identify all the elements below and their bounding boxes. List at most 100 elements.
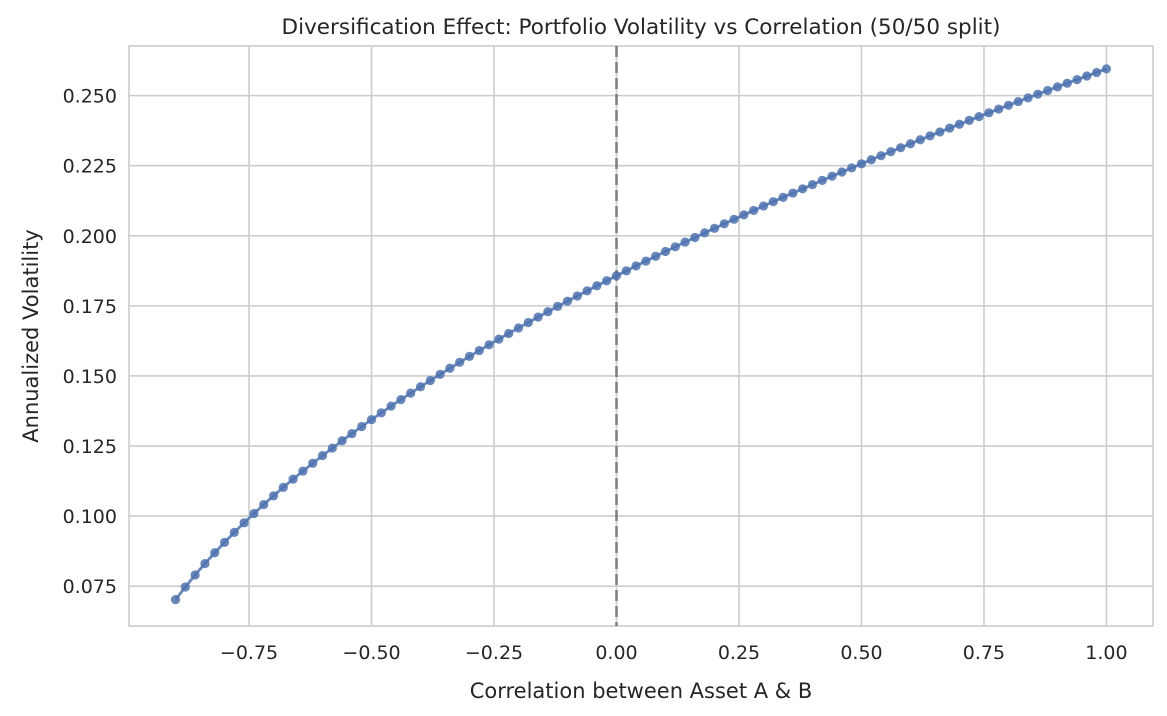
- data-point: [327, 443, 337, 453]
- x-tick-label: 1.00: [1085, 642, 1127, 664]
- grid: [129, 46, 1153, 626]
- data-point: [543, 307, 553, 317]
- y-axis-label: Annualized Volatility: [19, 229, 43, 442]
- data-point: [337, 436, 347, 446]
- data-point: [357, 421, 367, 432]
- data-point: [200, 558, 210, 569]
- data-point: [415, 382, 426, 392]
- data-point: [954, 119, 965, 129]
- data-point: [670, 242, 680, 252]
- data-point: [817, 175, 827, 185]
- data-point: [856, 159, 867, 169]
- data-point: [945, 123, 955, 133]
- data-point: [807, 179, 818, 190]
- data-point: [553, 301, 563, 312]
- data-point: [376, 408, 386, 418]
- data-point: [827, 171, 837, 181]
- data-point: [239, 518, 249, 528]
- data-point: [1013, 96, 1023, 107]
- data-point: [837, 167, 847, 177]
- data-point: [778, 192, 788, 202]
- y-tick-label: 0.100: [63, 506, 117, 528]
- data-point: [1062, 78, 1072, 88]
- y-tick-label: 0.075: [63, 576, 117, 598]
- data-point: [602, 276, 612, 286]
- data-point: [729, 214, 739, 224]
- x-tick-label: −0.75: [220, 642, 278, 664]
- data-point: [268, 491, 279, 501]
- data-point: [504, 328, 514, 339]
- x-tick-label: 0.25: [718, 642, 760, 664]
- data-point: [680, 237, 690, 247]
- data-point: [798, 184, 808, 194]
- data-point: [425, 375, 435, 386]
- data-point: [768, 197, 778, 207]
- y-tick-label: 0.200: [63, 226, 117, 248]
- data-point: [1082, 71, 1092, 81]
- x-axis-label: Correlation between Asset A & B: [470, 679, 813, 703]
- x-tick-label: 0.00: [595, 642, 637, 664]
- data-point: [1003, 100, 1014, 110]
- plot-area-frame: [128, 45, 1154, 627]
- data-point: [709, 223, 720, 233]
- data-point: [915, 135, 925, 145]
- data-point: [582, 286, 592, 296]
- data-point: [758, 201, 769, 211]
- data-point: [396, 394, 406, 405]
- x-tick-label: 0.50: [840, 642, 882, 664]
- data-point: [494, 334, 504, 344]
- data-point: [386, 401, 396, 411]
- x-tick-label: 0.75: [963, 642, 1005, 664]
- data-point: [1052, 82, 1063, 92]
- data-point: [366, 415, 377, 425]
- data-point: [866, 155, 876, 165]
- data-point: [288, 474, 298, 484]
- data-point: [1101, 64, 1112, 74]
- data-point: [249, 508, 259, 519]
- data-point: [847, 163, 857, 173]
- data-point: [229, 527, 239, 538]
- data-point: [611, 271, 622, 281]
- data-point: [651, 251, 661, 261]
- data-point: [719, 219, 729, 229]
- data-point: [180, 582, 190, 592]
- data-point: [170, 595, 181, 605]
- data-point: [641, 256, 651, 266]
- y-tick-label: 0.225: [63, 156, 117, 178]
- x-tick-label: −0.25: [465, 642, 523, 664]
- data-point: [190, 570, 200, 580]
- data-point: [484, 340, 494, 350]
- data-point: [896, 143, 906, 153]
- data-point: [621, 266, 631, 276]
- data-point: [994, 104, 1004, 114]
- data-point: [592, 281, 602, 291]
- data-point: [964, 115, 974, 125]
- data-point: [739, 210, 749, 220]
- data-point: [513, 323, 524, 333]
- y-tick-label: 0.150: [63, 366, 117, 388]
- data-point: [925, 131, 935, 141]
- data-point: [317, 450, 328, 461]
- data-point: [749, 205, 759, 216]
- data-point: [1043, 85, 1053, 96]
- data-point: [259, 499, 269, 510]
- data-point: [308, 458, 318, 468]
- data-point: [1092, 67, 1102, 78]
- data-point: [445, 363, 455, 373]
- y-tick-label: 0.250: [63, 86, 117, 108]
- y-tick-label: 0.175: [63, 296, 117, 318]
- data-point: [210, 548, 220, 558]
- data-point: [905, 139, 916, 149]
- data-point: [562, 296, 573, 306]
- data-point: [1072, 75, 1082, 85]
- x-tick-labels: −0.75 −0.50 −0.25 0.00 0.25 0.50 0.75 1.00: [220, 642, 1128, 664]
- data-point: [1033, 89, 1043, 99]
- data-point: [455, 357, 465, 367]
- x-tick-label: −0.50: [342, 642, 400, 664]
- data-point: [690, 232, 700, 243]
- data-point: [435, 369, 445, 379]
- data-point: [219, 537, 230, 547]
- data-point: [1023, 93, 1033, 103]
